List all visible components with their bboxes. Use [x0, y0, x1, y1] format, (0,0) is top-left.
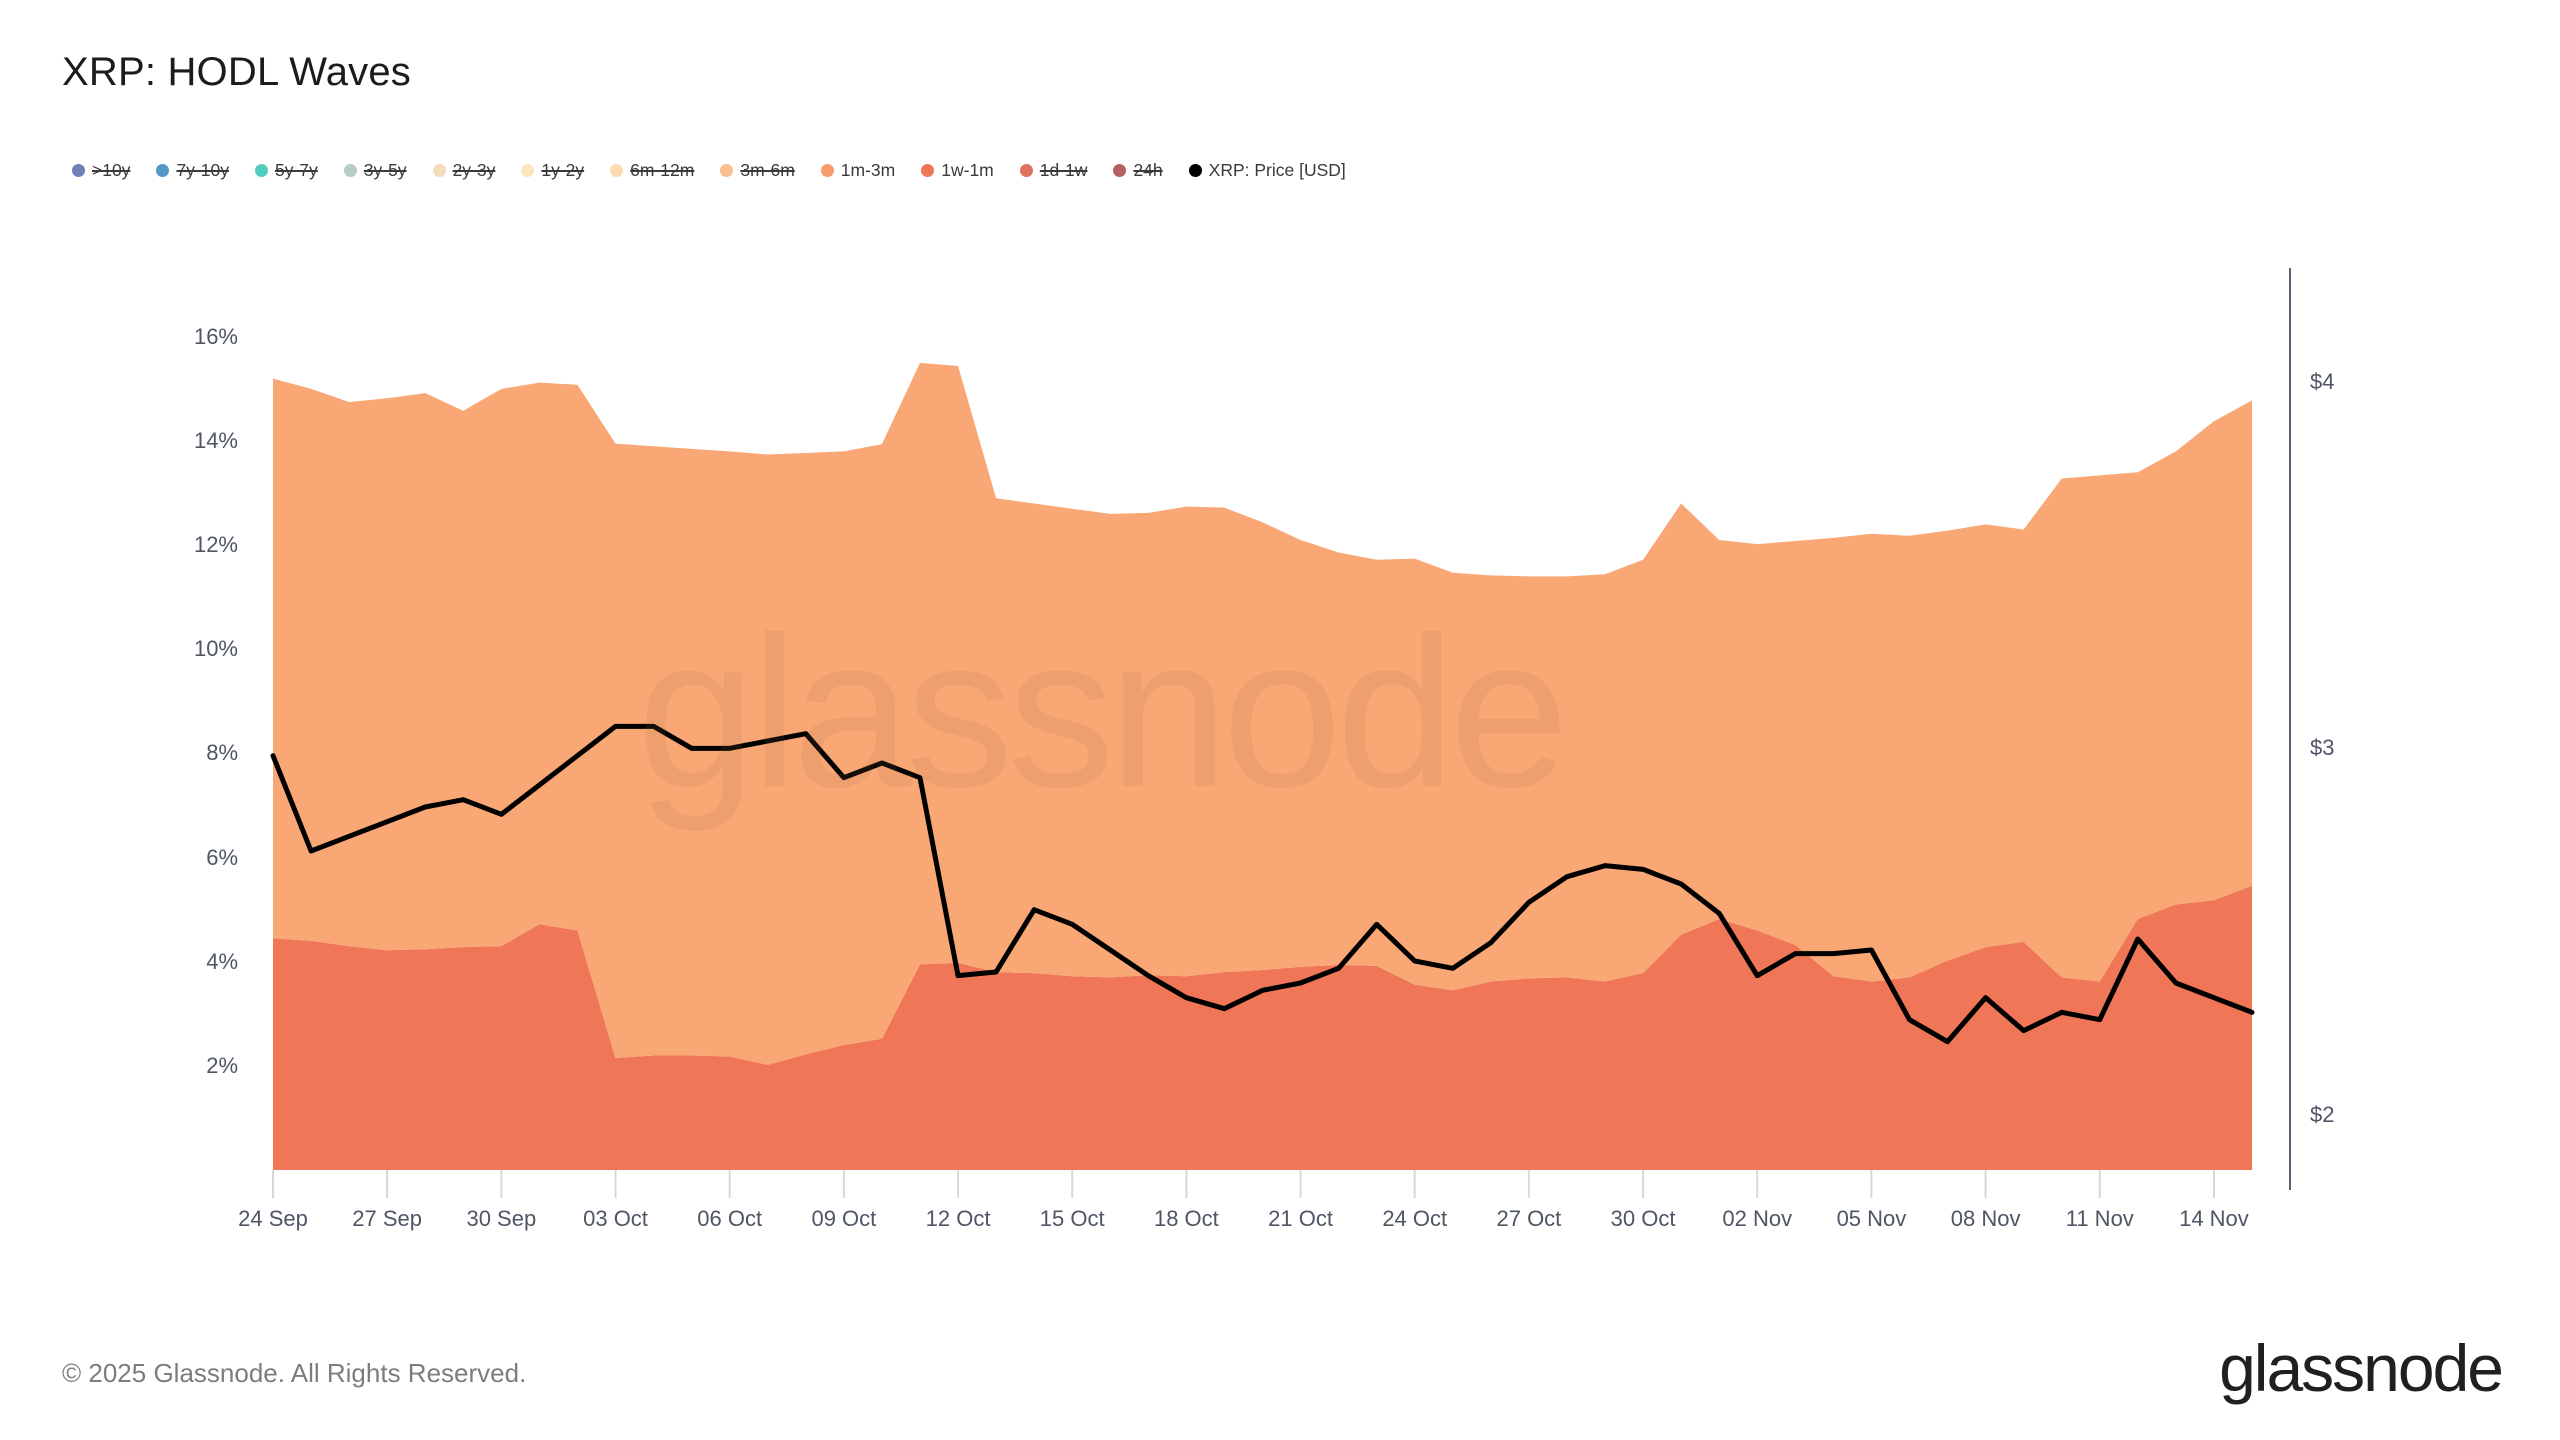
x-axis-tick-label: 14 Nov — [2179, 1206, 2249, 1231]
legend-item-label: 3y-5y — [363, 160, 407, 180]
legend-item-label: 1w-1m — [941, 160, 994, 180]
y-axis-left-tick-label: 14% — [193, 428, 238, 453]
legend-item-xrp-price-usd[interactable]: XRP: Price [USD] — [1188, 158, 1346, 182]
legend-swatch-icon — [343, 163, 357, 177]
legend-swatch-icon — [521, 163, 535, 177]
legend-swatch-icon — [1019, 163, 1033, 177]
y-axis-right-tick-label: $2 — [2310, 1102, 2335, 1127]
legend-item-1y-2y[interactable]: 1y-2y — [521, 158, 584, 182]
legend-item-label: 24h — [1133, 160, 1163, 180]
x-axis-tick-label: 11 Nov — [2065, 1206, 2134, 1231]
x-axis-tick-label: 24 Oct — [1382, 1206, 1448, 1231]
x-axis-tick-label: 24 Sep — [238, 1206, 308, 1231]
y-axis-right-tick-label: $4 — [2310, 368, 2335, 394]
x-axis-tick-label: 06 Oct — [697, 1206, 763, 1231]
x-axis-tick-label: 27 Sep — [352, 1206, 423, 1231]
x-axis-tick-label: 18 Oct — [1153, 1206, 1219, 1231]
legend-swatch-icon — [820, 163, 834, 177]
x-axis-tick-label: 03 Oct — [583, 1206, 648, 1231]
legend-item-label: XRP: Price [USD] — [1208, 160, 1346, 180]
x-axis-tick-label: 02 Nov — [1722, 1206, 1793, 1231]
y-axis-left-tick-label: 4% — [206, 948, 238, 974]
legend-item-label: 6m-12m — [630, 160, 695, 180]
legend-item-7y-10y[interactable]: 7y-10y — [156, 158, 229, 182]
y-axis-left-tick-label: 2% — [206, 1052, 238, 1078]
legend-item-label: 5y-7y — [274, 160, 318, 180]
x-axis-tick-label: 15 Oct — [1039, 1206, 1105, 1231]
y-axis-left-tick-label: 16% — [193, 323, 238, 349]
y-axis-left-tick-label: 10% — [193, 636, 238, 662]
legend-item-3y-5y[interactable]: 3y-5y — [343, 158, 407, 182]
y-axis-left-tick-label: 8% — [206, 740, 238, 766]
legend-item-label: >10y — [92, 160, 131, 180]
chart-legend: >10y 7y-10y 5y-7y 3y-5y 2y-3y 1y-2y 6m-12m 3m-6… — [72, 158, 1372, 182]
legend-swatch-icon — [72, 163, 85, 177]
x-axis-tick-label: 27 Oct — [1496, 1206, 1562, 1231]
x-axis-tick-label: 21 Oct — [1268, 1206, 1333, 1231]
legend-item-label: 1d-1w — [1039, 160, 1088, 180]
legend-item-label: 1y-2y — [541, 160, 585, 180]
legend-item-24h[interactable]: 24h — [1113, 158, 1163, 182]
legend-swatch-icon — [432, 163, 446, 177]
legend-item-1m-3m[interactable]: 1m-3m — [820, 158, 896, 182]
legend-item-6m-12m[interactable]: 6m-12m — [610, 158, 694, 182]
legend-item-5y-7y[interactable]: 5y-7y — [254, 158, 318, 182]
legend-swatch-icon — [1113, 163, 1127, 177]
legend-item-label: 1m-3m — [840, 160, 896, 180]
x-axis-tick-label: 12 Oct — [925, 1206, 991, 1231]
legend-swatch-icon — [720, 163, 734, 177]
x-axis-tick-label: 09 Oct — [811, 1206, 877, 1231]
legend-item-10y[interactable]: >10y — [72, 158, 130, 182]
legend-item-3m-6m[interactable]: 3m-6m — [720, 158, 795, 182]
x-axis-tick-label: 08 Nov — [1950, 1206, 2021, 1231]
legend-item-label: 3m-6m — [740, 160, 795, 180]
legend-swatch-icon — [921, 163, 935, 177]
legend-item-label: 7y-10y — [176, 160, 229, 180]
legend-swatch-icon — [610, 163, 624, 177]
legend-item-1w-1m[interactable]: 1w-1m — [921, 158, 994, 182]
footer-copyright: © 2025 Glassnode. All Rights Reserved. — [62, 1358, 527, 1388]
legend-item-1d-1w[interactable]: 1d-1w — [1019, 158, 1088, 182]
legend-swatch-icon — [156, 163, 170, 177]
x-axis-tick-label: 05 Nov — [1836, 1206, 1907, 1231]
legend-swatch-icon — [1188, 163, 1202, 177]
legend-item-label: 2y-3y — [452, 160, 496, 180]
x-axis-tick-label: 30 Sep — [466, 1206, 537, 1231]
y-axis-right-tick-label: $3 — [2310, 735, 2335, 761]
x-axis-tick-label: 30 Oct — [1610, 1206, 1676, 1231]
glassnode-logo: glassnode — [2219, 1331, 2504, 1405]
legend-swatch-icon — [254, 163, 268, 177]
y-axis-left-tick-label: 6% — [206, 844, 238, 870]
y-axis-left-tick-label: 12% — [193, 532, 238, 558]
page-title: XRP: HODL Waves — [62, 50, 411, 94]
legend-item-2y-3y[interactable]: 2y-3y — [432, 158, 496, 182]
